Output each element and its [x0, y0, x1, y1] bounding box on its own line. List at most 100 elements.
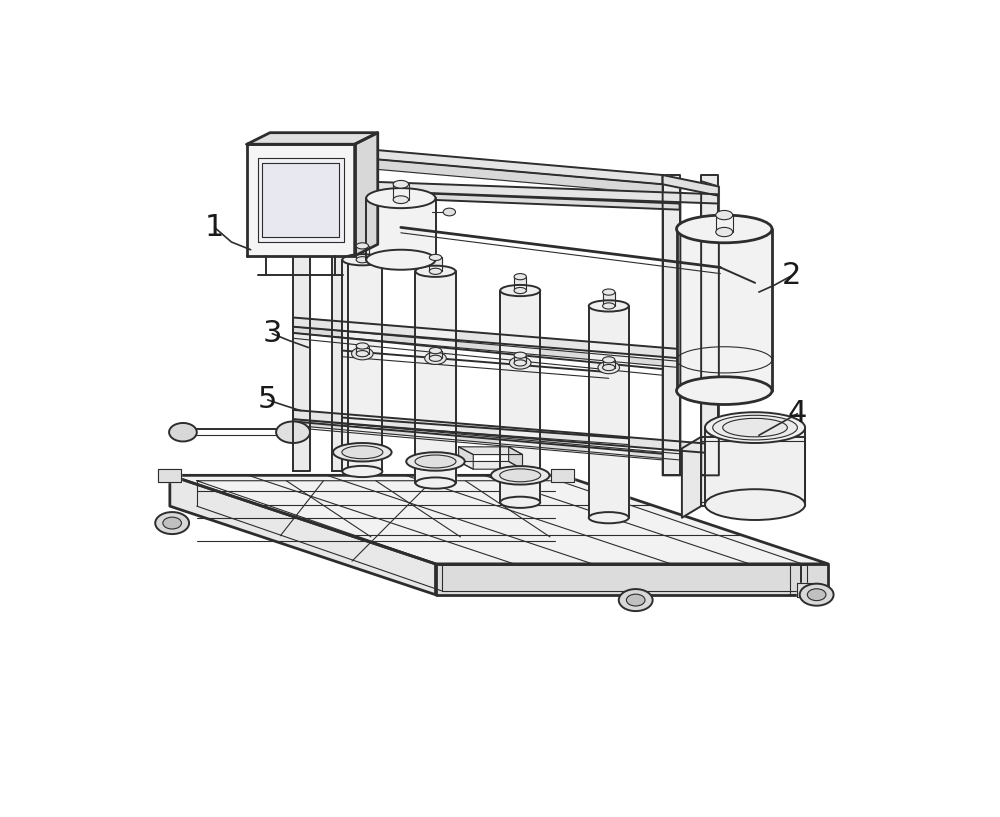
Polygon shape	[258, 158, 344, 242]
Text: 1: 1	[205, 213, 224, 242]
Polygon shape	[247, 145, 355, 256]
Ellipse shape	[800, 583, 834, 605]
Text: 4: 4	[788, 400, 807, 428]
Ellipse shape	[406, 453, 465, 471]
Polygon shape	[170, 475, 828, 564]
Ellipse shape	[342, 254, 382, 266]
Polygon shape	[551, 469, 574, 481]
Polygon shape	[170, 475, 436, 595]
Ellipse shape	[723, 418, 787, 437]
Ellipse shape	[342, 446, 383, 458]
Ellipse shape	[677, 377, 772, 404]
Ellipse shape	[603, 289, 615, 295]
Ellipse shape	[415, 266, 456, 277]
Ellipse shape	[603, 364, 615, 371]
Polygon shape	[589, 306, 629, 518]
Ellipse shape	[342, 466, 382, 477]
Polygon shape	[459, 462, 523, 469]
Polygon shape	[293, 188, 680, 210]
Ellipse shape	[425, 352, 446, 364]
Ellipse shape	[352, 347, 373, 359]
Polygon shape	[429, 350, 442, 359]
Polygon shape	[459, 447, 523, 454]
Polygon shape	[603, 292, 615, 306]
Polygon shape	[429, 257, 442, 271]
Polygon shape	[293, 419, 680, 460]
Polygon shape	[342, 260, 382, 471]
Polygon shape	[366, 199, 436, 260]
Polygon shape	[293, 179, 718, 203]
Polygon shape	[293, 410, 718, 453]
Ellipse shape	[356, 257, 369, 263]
Ellipse shape	[356, 350, 369, 357]
Ellipse shape	[514, 274, 526, 279]
Polygon shape	[603, 359, 615, 368]
Ellipse shape	[509, 357, 531, 369]
Ellipse shape	[443, 208, 456, 216]
Polygon shape	[356, 346, 369, 354]
Polygon shape	[682, 437, 701, 518]
Ellipse shape	[429, 347, 442, 354]
Ellipse shape	[333, 443, 392, 462]
Ellipse shape	[514, 288, 526, 293]
Text: 5: 5	[258, 386, 277, 414]
Ellipse shape	[276, 422, 310, 443]
Ellipse shape	[807, 589, 826, 600]
Polygon shape	[663, 175, 680, 475]
Ellipse shape	[163, 517, 181, 529]
Polygon shape	[514, 355, 526, 363]
Ellipse shape	[713, 415, 797, 440]
Polygon shape	[393, 185, 409, 199]
Ellipse shape	[500, 285, 540, 296]
Ellipse shape	[677, 215, 772, 243]
Polygon shape	[663, 175, 719, 196]
Ellipse shape	[366, 188, 436, 208]
Polygon shape	[677, 229, 772, 391]
Ellipse shape	[705, 413, 805, 443]
Ellipse shape	[589, 301, 629, 311]
Ellipse shape	[393, 181, 409, 188]
Ellipse shape	[589, 512, 629, 524]
Polygon shape	[663, 175, 680, 475]
Ellipse shape	[705, 489, 805, 520]
Ellipse shape	[356, 343, 369, 349]
Polygon shape	[500, 291, 540, 502]
Ellipse shape	[415, 455, 456, 468]
Text: 2: 2	[782, 261, 801, 290]
Polygon shape	[262, 163, 339, 238]
Ellipse shape	[716, 211, 733, 220]
Polygon shape	[310, 154, 663, 194]
Ellipse shape	[491, 467, 549, 484]
Ellipse shape	[393, 196, 409, 203]
Polygon shape	[701, 181, 719, 475]
Polygon shape	[716, 215, 733, 232]
Polygon shape	[797, 583, 819, 597]
Ellipse shape	[619, 589, 653, 611]
Polygon shape	[509, 447, 523, 469]
Polygon shape	[355, 132, 378, 256]
Polygon shape	[356, 246, 369, 260]
Polygon shape	[705, 427, 805, 505]
Polygon shape	[293, 318, 718, 361]
Ellipse shape	[500, 469, 541, 482]
Polygon shape	[436, 564, 828, 595]
Polygon shape	[158, 469, 181, 481]
Ellipse shape	[626, 594, 645, 606]
Ellipse shape	[429, 254, 442, 261]
Polygon shape	[701, 175, 718, 475]
Ellipse shape	[500, 497, 540, 508]
Polygon shape	[293, 136, 310, 471]
Polygon shape	[310, 145, 663, 185]
Polygon shape	[415, 271, 456, 483]
Ellipse shape	[366, 250, 436, 270]
Ellipse shape	[155, 512, 189, 534]
Polygon shape	[247, 132, 378, 145]
Polygon shape	[293, 327, 680, 368]
Polygon shape	[459, 447, 473, 469]
Polygon shape	[514, 277, 526, 291]
Ellipse shape	[356, 243, 369, 249]
Ellipse shape	[429, 268, 442, 275]
Ellipse shape	[603, 303, 615, 309]
Ellipse shape	[169, 423, 197, 441]
Ellipse shape	[514, 352, 526, 359]
